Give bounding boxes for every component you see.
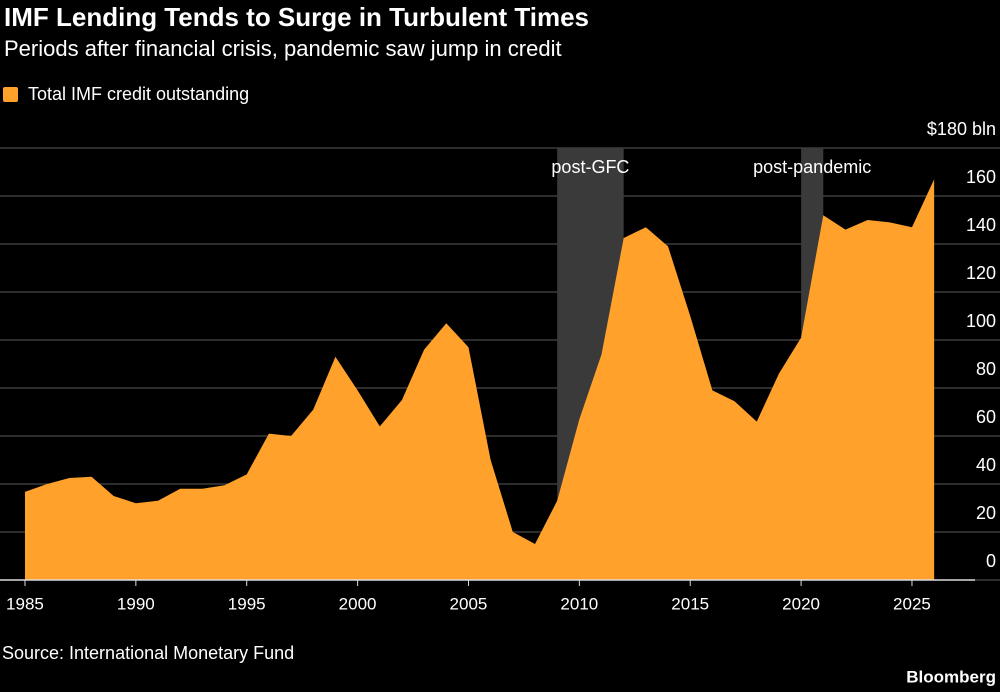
- x-tick-label: 2020: [782, 594, 820, 613]
- y-tick-label: 160: [966, 167, 996, 187]
- plot-area: 0 20 40 60 80 100 120 140 160 $180 bln post-GFC pos…: [0, 119, 1000, 613]
- source: Source: International Monetary Fund: [2, 643, 294, 663]
- x-tick-label: 1990: [117, 594, 155, 613]
- period-label: post-GFC: [551, 157, 629, 177]
- legend-label: Total IMF credit outstanding: [28, 84, 249, 104]
- period-label: post-pandemic: [753, 157, 871, 177]
- area: [24, 179, 935, 580]
- y-tick-label: $180 bln: [927, 119, 996, 139]
- y-tick-label: 0: [986, 551, 996, 571]
- y-tick-label: 60: [976, 407, 996, 427]
- brand: Bloomberg: [906, 667, 996, 686]
- chart-title: IMF Lending Tends to Surge in Turbulent …: [4, 2, 589, 32]
- x-tick-label: 1985: [6, 594, 44, 613]
- x-tick-label: 2010: [560, 594, 598, 613]
- x-tick-label: 2005: [450, 594, 488, 613]
- y-tick-label: 120: [966, 263, 996, 283]
- chart-subtitle: Periods after financial crisis, pandemic…: [4, 36, 562, 61]
- x-tick-label: 2015: [671, 594, 709, 613]
- y-tick-label: 140: [966, 215, 996, 235]
- y-tick-label: 40: [976, 455, 996, 475]
- x-tick-label: 1995: [228, 594, 266, 613]
- y-tick-label: 100: [966, 311, 996, 331]
- legend-swatch: [3, 87, 18, 102]
- y-tick-label: 20: [976, 503, 996, 523]
- x-tick-label: 2025: [893, 594, 931, 613]
- x-tick-label: 2000: [339, 594, 377, 613]
- y-tick-label: 80: [976, 359, 996, 379]
